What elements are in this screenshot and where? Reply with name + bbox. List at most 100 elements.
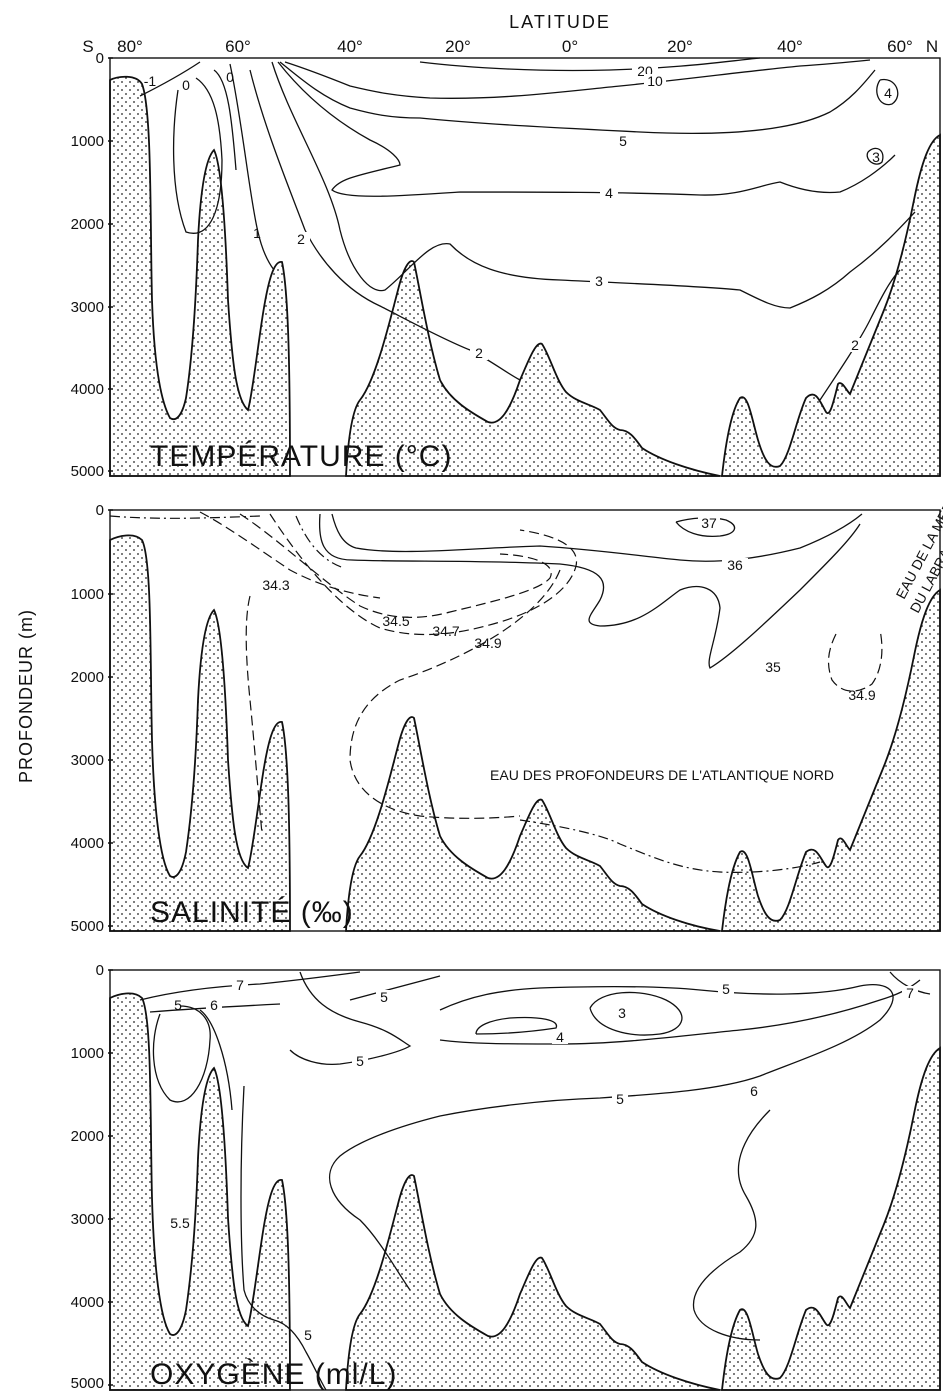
contour-label: 5 [619,133,627,149]
contour-label: 10 [647,73,663,89]
depth-tick-label: 1000 [71,1045,104,1062]
contour-label: 0 [182,77,190,93]
isotherm-3 [271,61,916,309]
oxy-5-top [349,975,441,1001]
contour-label: -1 [144,73,157,89]
depth-tick-label: 2000 [71,669,104,686]
oxygen-panel-title: OXYGÈNE (ml/L) [150,1358,397,1391]
isotherm-minus1 [139,61,201,97]
deep-water-annotation: EAU DES PROFONDEURS DE L'ATLANTIQUE NORD [490,767,834,783]
depth-ticks: 0 1000 2000 3000 4000 5000 [71,502,113,935]
oxy-5-west [152,1005,211,1103]
depth-tick-label: 2000 [71,1128,104,1145]
salinity-frame [109,509,941,932]
oxy-5-upper [289,971,412,1066]
oxygen-frame [109,969,941,1391]
oxy-6-south [199,1009,233,1111]
contour-label: 36 [727,557,743,573]
contour-label: 3 [595,273,603,289]
contour-label: 6 [750,1083,758,1099]
upper-front [109,515,345,569]
lat-tick-label: 0° [562,37,578,56]
contour-label: 0 [226,69,234,85]
contour-label: 4 [605,185,613,201]
latitude-axis: LATITUDE S N 80° 60° 40° 20° 0° 20° 40° … [82,12,938,56]
temperature-panel: 0 1000 2000 3000 4000 5000 [71,50,941,480]
oxy-4 [439,979,921,1045]
contour-label: 5 [380,989,388,1005]
contour-label: 34.9 [848,687,875,703]
depth-tick-label: 0 [96,502,104,519]
labrador-water-boundary [827,629,883,692]
lat-tick-label: 60° [887,37,913,56]
contour-label: 5 [304,1327,312,1343]
depth-tick-label: 5000 [71,918,104,935]
isohaline-35 [318,513,861,669]
isotherm-20 [419,57,761,72]
isotherm-3-closed [866,147,884,165]
depth-tick-label: 3000 [71,752,104,769]
lat-tick-label: 40° [777,37,803,56]
temperature-frame [109,57,941,477]
isohaline-34.9-main [349,569,561,819]
oxy-6-main [692,1109,771,1341]
depth-tick-label: 2000 [71,216,104,233]
contour-label: 5 [174,997,182,1013]
isotherm-4-closed [876,78,899,106]
depth-tick-label: 4000 [71,1294,104,1311]
contour-label: 7 [906,985,914,1001]
contour-label: 2 [851,337,859,353]
contour-label: 3 [618,1005,626,1021]
isotherm-2-north [819,269,901,401]
contour-label: 34.5 [382,613,409,629]
seafloor-temperature [109,75,291,477]
isohaline-34.3 [199,511,381,599]
seafloor-temperature-mid [345,260,721,477]
north-label: N [926,37,938,56]
depth-tick-label: 0 [96,50,104,67]
lat-tick-label: 40° [337,37,363,56]
isotherm-10 [284,59,871,99]
temperature-contours [139,57,916,401]
temperature-panel-title: TEMPÉRATURE (°C) [150,440,452,473]
depth-tick-label: 0 [96,962,104,979]
depth-tick-label: 1000 [71,133,104,150]
contour-label: 1 [253,225,261,241]
lat-tick-label: 20° [667,37,693,56]
contour-label: 35 [765,659,781,675]
contour-label: 5 [722,981,730,997]
isotherm-2 [249,69,521,381]
contour-label: 5 [356,1053,364,1069]
lat-tick-label: 20° [445,37,471,56]
south-label: S [82,37,93,56]
oxy-5-main [329,984,894,1291]
seafloor-temperature-north [720,133,941,477]
contour-label: 7 [236,977,244,993]
isohaline-34.7 [269,513,578,636]
oxy-4-inner [475,1016,558,1035]
seafloor-oxygen-mid [345,1174,721,1391]
depth-tick-label: 5000 [71,463,104,480]
depth-tick-label: 4000 [71,381,104,398]
lat-tick-label: 60° [225,37,251,56]
isohaline-34.5 [239,513,552,618]
depth-ticks: 0 1000 2000 3000 4000 5000 [71,962,113,1392]
contour-label: 34.7 [432,623,459,639]
seafloor-salinity-north [720,588,941,932]
seafloor-oxygen-north [720,1046,941,1391]
oxygen-labels: 7 7 5 5 6 5 5 3 4 5 6 5.5 5 [170,977,918,1343]
depth-tick-label: 3000 [71,1211,104,1228]
temperature-labels: 20 10 5 4 3 2 2 2 1 0 0 -1 4 3 [144,63,892,361]
oxygen-panel: 0 1000 2000 3000 4000 5000 [71,962,941,1392]
depth-ticks: 0 1000 2000 3000 4000 5000 [71,50,113,480]
contour-label: 2 [475,345,483,361]
isohaline-34.9-deep [519,819,821,873]
isotherm-1 [229,63,275,271]
depth-tick-label: 1000 [71,586,104,603]
oxy-7 [139,971,361,1001]
isohaline-34.9 [245,595,263,835]
isotherm-0b [213,69,237,171]
depth-tick-label: 4000 [71,835,104,852]
oxy-3 [589,991,683,1036]
